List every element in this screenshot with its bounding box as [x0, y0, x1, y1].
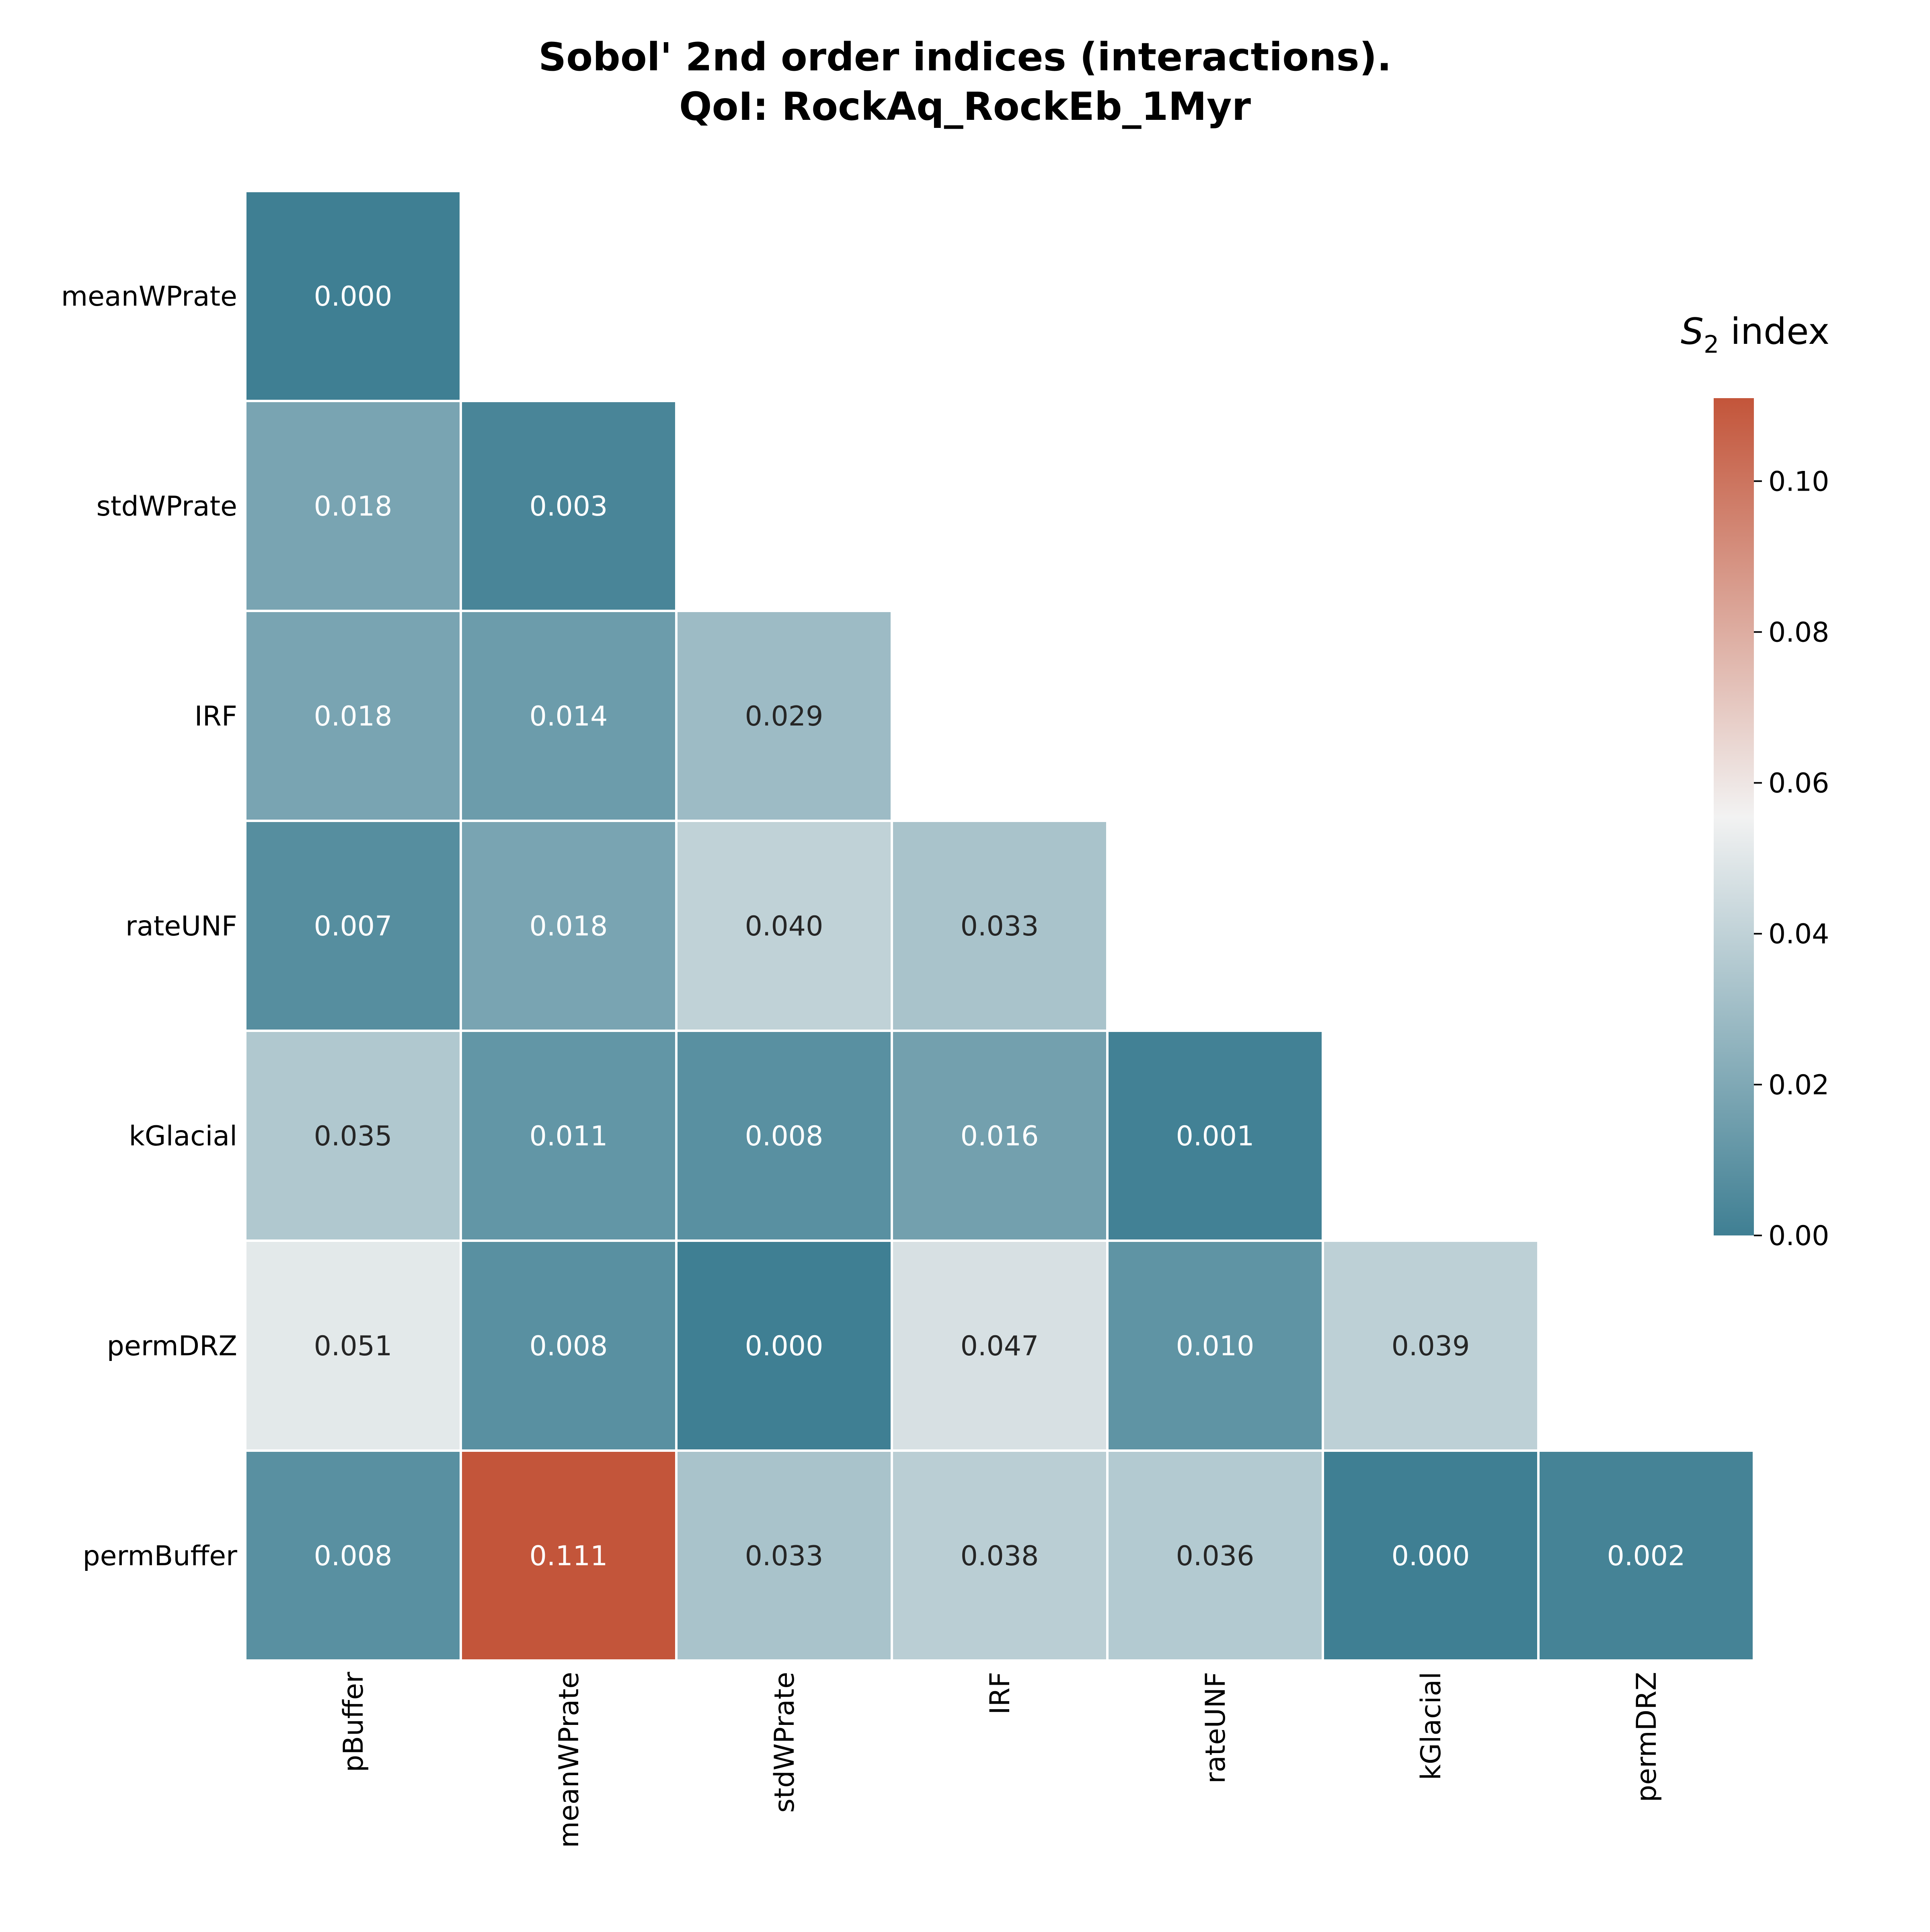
heatmap-cell: [462, 402, 675, 610]
cell-value-label: 0.018: [314, 701, 392, 732]
heatmap-cell: [246, 192, 460, 400]
row-labels: meanWPrate stdWPrate IRF rateUNF kGlacial per…: [61, 281, 237, 1572]
cell-value-label: 0.035: [314, 1120, 392, 1152]
cell-value-label: 0.018: [314, 491, 392, 522]
colorbar-tick-label: 0.04: [1768, 919, 1829, 950]
column-label: rateUNF: [1200, 1672, 1232, 1784]
row-label: permDRZ: [107, 1330, 237, 1362]
column-label: stdWPrate: [769, 1672, 801, 1813]
colorbar-ticks: 0.00 0.02 0.04 0.06 0.08 0.10: [1754, 466, 1829, 1252]
row-label: rateUNF: [125, 911, 237, 942]
colorbar-tick-label: 0.06: [1768, 768, 1829, 800]
column-label: meanWPrate: [553, 1672, 585, 1848]
cell-value-label: 0.010: [1176, 1330, 1254, 1362]
colorbar-gradient: [1714, 398, 1754, 1235]
heatmap-cell: [893, 822, 1106, 1030]
cell-value-label: 0.000: [314, 281, 392, 312]
cell-value-label: 0.003: [530, 491, 608, 522]
row-label: stdWPrate: [96, 491, 237, 522]
heatmap-cell: [678, 822, 891, 1030]
heatmap-cell: [246, 1242, 460, 1449]
chart-title-line-2: QoI: RockAq_RockEb_1Myr: [679, 84, 1251, 129]
cell-value-label: 0.036: [1176, 1540, 1254, 1572]
heatmap-cell: [893, 1242, 1106, 1449]
cell-value-label: 0.008: [314, 1540, 392, 1572]
cell-value-label: 0.011: [530, 1120, 608, 1152]
cell-value-label: 0.000: [745, 1330, 823, 1362]
column-labels: pBuffer meanWPrate stdWPrate IRF rateUNF kGla…: [338, 1672, 1663, 1848]
cell-value-label: 0.040: [745, 911, 823, 942]
row-label: meanWPrate: [61, 281, 237, 312]
heatmap-cell: [1324, 1242, 1537, 1449]
cell-value-label: 0.016: [961, 1120, 1039, 1152]
colorbar-tick-label: 0.10: [1768, 466, 1829, 497]
cell-value-label: 0.001: [1176, 1120, 1254, 1152]
cell-value-label: 0.002: [1607, 1540, 1686, 1572]
heatmap-cell: [462, 1032, 675, 1239]
heatmap-cell: [462, 1242, 675, 1449]
heatmap-cell: [462, 822, 675, 1030]
column-label: IRF: [984, 1672, 1016, 1714]
heatmap-cell: [246, 1032, 460, 1239]
column-label: permDRZ: [1631, 1672, 1663, 1802]
heatmap-cell: [678, 1452, 891, 1659]
heatmap-cell: [678, 1032, 891, 1239]
cell-value-label: 0.029: [745, 701, 823, 732]
heatmap-cells: 0.000 0.018 0.003 0.018 0.014 0.029 0.007 0.018…: [246, 192, 1753, 1659]
cell-value-label: 0.038: [961, 1540, 1039, 1572]
cell-value-label: 0.033: [961, 911, 1039, 942]
cell-value-label: 0.111: [530, 1540, 608, 1572]
cell-value-label: 0.000: [1392, 1540, 1470, 1572]
column-label: kGlacial: [1415, 1672, 1447, 1780]
cell-value-label: 0.047: [961, 1330, 1039, 1362]
heatmap-cell: [246, 612, 460, 820]
colorbar-tick-label: 0.08: [1768, 617, 1829, 648]
row-label: IRF: [195, 701, 237, 732]
colorbar-tick-label: 0.00: [1768, 1220, 1829, 1252]
heatmap-cell: [893, 1452, 1106, 1659]
heatmap-cell: [246, 1452, 460, 1659]
heatmap-cell: [678, 612, 891, 820]
chart-title-line-1: Sobol' 2nd order indices (interactions).: [538, 35, 1392, 80]
colorbar-tick-label: 0.02: [1768, 1069, 1829, 1101]
cell-value-label: 0.039: [1392, 1330, 1470, 1362]
column-label: pBuffer: [338, 1672, 370, 1772]
cell-value-label: 0.014: [530, 701, 608, 732]
heatmap-cell: [1540, 1452, 1753, 1659]
cell-value-label: 0.018: [530, 911, 608, 942]
row-label: permBuffer: [83, 1540, 237, 1572]
heatmap-cell: [462, 612, 675, 820]
cell-value-label: 0.007: [314, 911, 392, 942]
heatmap-cell: [1109, 1452, 1322, 1659]
heatmap-cell: [1109, 1032, 1322, 1239]
row-label: kGlacial: [129, 1120, 237, 1152]
heatmap-cell: [1109, 1242, 1322, 1449]
heatmap-cell: [1324, 1452, 1537, 1659]
colorbar: S2 index 0.00 0.02 0.04 0.06 0.08 0.10: [1681, 310, 1829, 1252]
heatmap-cell: [678, 1242, 891, 1449]
cell-value-label: 0.008: [745, 1120, 823, 1152]
cell-value-label: 0.033: [745, 1540, 823, 1572]
cell-value-label: 0.051: [314, 1330, 392, 1362]
heatmap-cell: [246, 402, 460, 610]
heatmap-cell: [893, 1032, 1106, 1239]
heatmap-cell: [462, 1452, 675, 1659]
colorbar-title: S2 index: [1681, 310, 1829, 359]
cell-value-label: 0.008: [530, 1330, 608, 1362]
heatmap-cell: [246, 822, 460, 1030]
